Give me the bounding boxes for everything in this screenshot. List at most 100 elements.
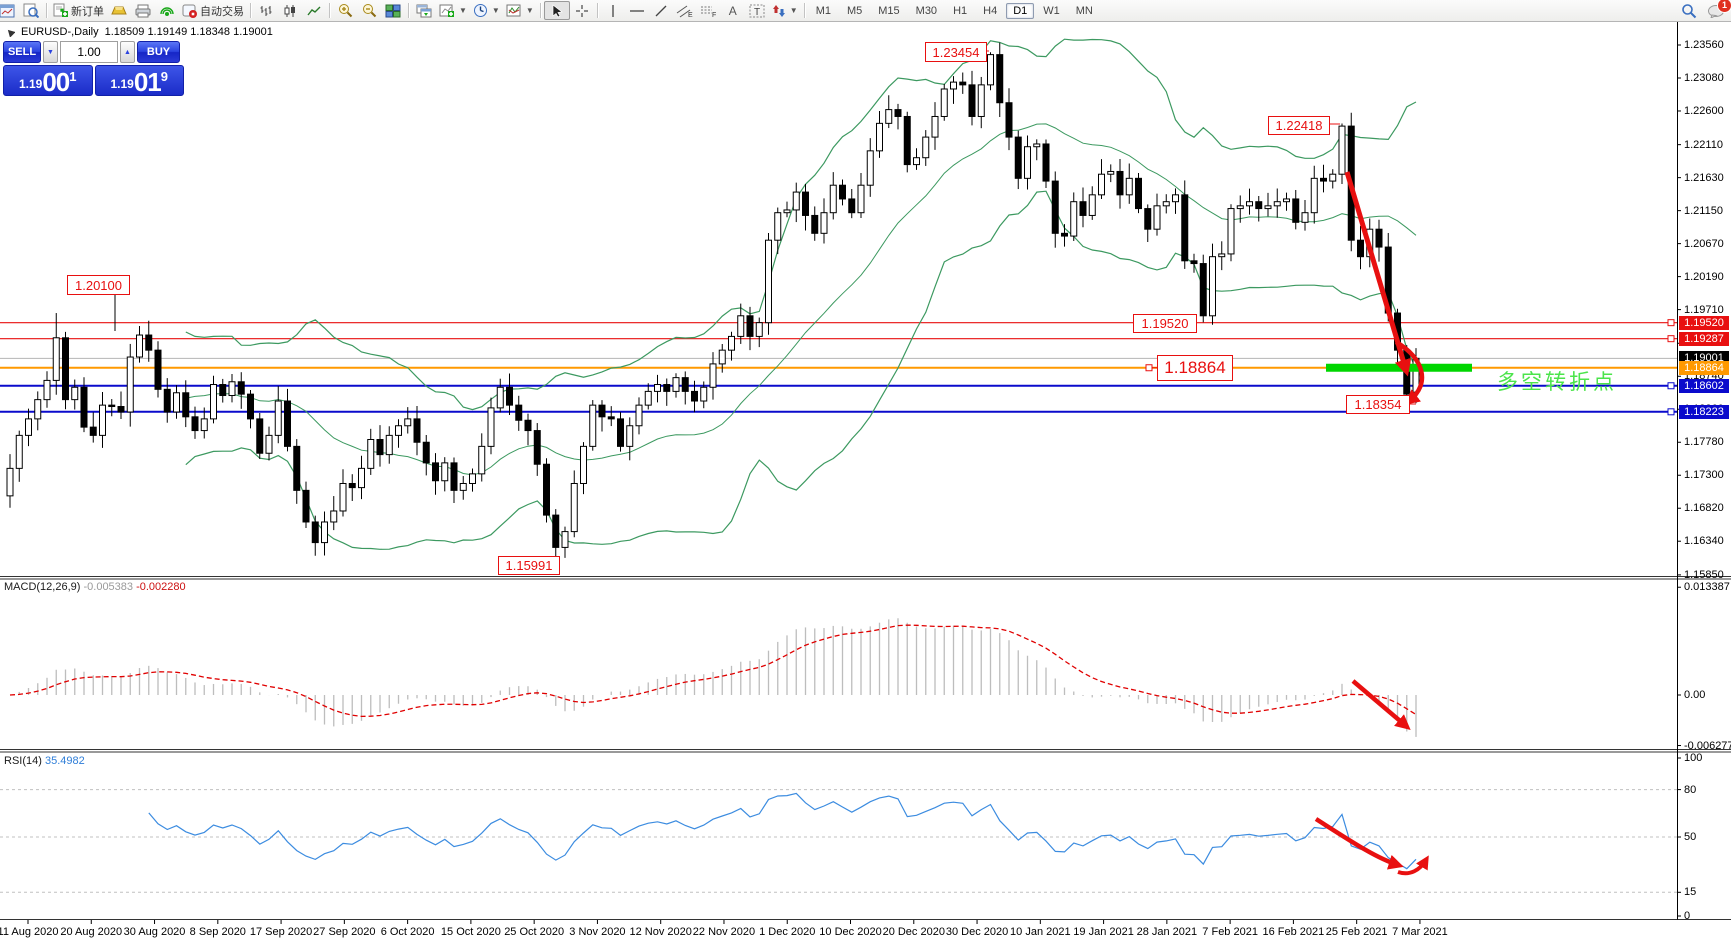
candle-body [228,381,236,397]
cursor-tool[interactable] [543,1,570,20]
price-annotation[interactable]: 1.22418 [1268,116,1330,135]
line-anchor-handle[interactable] [1667,335,1675,343]
autotrading-button[interactable]: 自动交易 [179,1,247,20]
candle-body [765,239,772,324]
line-anchor-handle[interactable] [1667,319,1675,327]
line-anchor-handle[interactable] [1145,364,1153,372]
period-clock-icon[interactable]: ▼ [470,1,503,20]
search-icon[interactable] [1681,3,1697,19]
candle-body [1042,143,1050,182]
price-annotation[interactable]: 1.19520 [1133,314,1197,333]
line-chart-icon[interactable] [302,1,326,20]
signal-icon[interactable] [155,1,179,20]
text-tool[interactable]: A [728,3,737,18]
candle-body [533,430,541,465]
svg-text:E: E [688,12,693,18]
arrow-shapes-tool[interactable]: ▼ [769,1,801,20]
date-axis-label: 3 Nov 2020 [569,926,626,938]
candle-body [1172,194,1179,203]
lot-decrease-button[interactable]: ▼ [43,41,58,63]
lot-increase-button[interactable]: ▲ [120,41,135,63]
buy-button[interactable]: BUY [137,41,180,63]
tile-windows-icon[interactable] [381,1,405,20]
zoom-out-icon[interactable] [357,1,381,20]
candle-body [1283,198,1290,203]
price-annotation[interactable]: 1.15991 [498,556,560,575]
chart-window-icon[interactable] [0,1,19,20]
vertical-line-tool[interactable] [601,1,625,20]
downtrend-arrow-hook[interactable] [1394,340,1425,405]
notifications-icon[interactable]: 1 [1707,0,1731,18]
new-order-button[interactable]: 新订单 [50,1,107,20]
lot-size-input[interactable] [60,41,118,63]
horizontal-line-tool[interactable] [625,1,649,20]
candle-body [1107,170,1115,175]
buy-price-display[interactable]: 1.19 01 9 [94,65,184,96]
candle-body [1329,173,1337,182]
rsi-axis-tick-label: 15 [1684,886,1697,899]
macd-signal-value: -0.002280 [136,581,186,593]
candle-body [358,467,365,489]
candle-body [1079,201,1087,216]
zoom-in-icon[interactable] [333,1,357,20]
rsi-value: 35.4982 [44,755,85,767]
candle-body [1162,201,1170,207]
buy-price-pip: 9 [160,69,168,84]
downtrend-arrow-main[interactable] [1344,171,1412,377]
text-label-tool[interactable]: T [745,1,769,20]
timeframe-button-m1[interactable]: M1 [815,4,831,17]
timeframe-button-m15[interactable]: M15 [878,4,900,17]
line-anchor-handle[interactable] [1667,382,1675,390]
timeframe-button-mn[interactable]: MN [1075,4,1093,17]
price-annotation[interactable]: 1.23454 [925,42,987,62]
candle-body [792,191,800,211]
candle-body [617,418,624,447]
turning-point-zone[interactable] [1326,363,1472,372]
trendline-tool[interactable] [649,1,673,20]
printer-icon[interactable] [131,1,155,20]
turning-point-label[interactable]: 多空转折点 [1497,371,1617,394]
timeframe-button-d1[interactable]: D1 [1006,2,1035,19]
bar-chart-icon[interactable] [254,1,278,20]
candle-body [1310,177,1318,214]
candle-body [839,184,846,200]
candle-body [1246,201,1253,207]
timeframe-button-h1[interactable]: H1 [953,4,968,17]
price-axis-tick-label: 1.15850 [1684,568,1724,581]
template-icon[interactable]: ▼ [503,1,537,20]
candlestick-chart-icon[interactable] [278,1,302,20]
price-annotation[interactable]: 1.18864 [1157,355,1233,381]
candle-body [691,390,698,402]
timeframe-button-m30[interactable]: M30 [915,4,938,17]
profile-preview-icon[interactable] [19,1,43,20]
timeframe-button-m5[interactable]: M5 [846,4,863,17]
date-axis-label: 27 Sep 2020 [313,926,376,938]
candle-body [395,425,402,436]
crosshair-tool[interactable] [570,1,594,20]
candle-body [89,426,97,436]
cascade-windows-icon[interactable] [412,1,436,20]
downtrend-arrow-macd[interactable] [1351,679,1411,730]
price-tag: 1.19520 [1679,315,1729,330]
rsi-name: RSI(14) [4,755,42,767]
gold-icon[interactable] [107,1,131,20]
price-axis-tick-label: 1.21150 [1684,204,1723,217]
candle-body [25,418,32,436]
candle-body [663,384,671,392]
price-annotation[interactable]: 1.18354 [1346,395,1410,414]
fibonacci-tool[interactable]: F [697,1,721,20]
downtrend-arrow-rsi[interactable] [1314,817,1404,870]
equidistant-channel-tool[interactable]: E [673,1,697,20]
timeframe-button-w1[interactable]: W1 [1043,4,1060,17]
date-axis-label: 10 Dec 2020 [819,926,882,938]
sell-price-display[interactable]: 1.19 00 1 [3,65,93,96]
downtrend-arrow-rsi-hook[interactable] [1397,855,1429,876]
timeframe-button-h4[interactable]: H4 [983,4,998,17]
price-annotation[interactable]: 1.20100 [67,275,130,295]
date-axis-label: 11 Aug 2020 [0,926,59,938]
sell-button[interactable]: SELL [3,41,41,63]
add-indicator-icon[interactable]: ▼ [436,1,470,20]
candle-body [1255,201,1263,210]
line-anchor-handle[interactable] [1667,408,1675,416]
